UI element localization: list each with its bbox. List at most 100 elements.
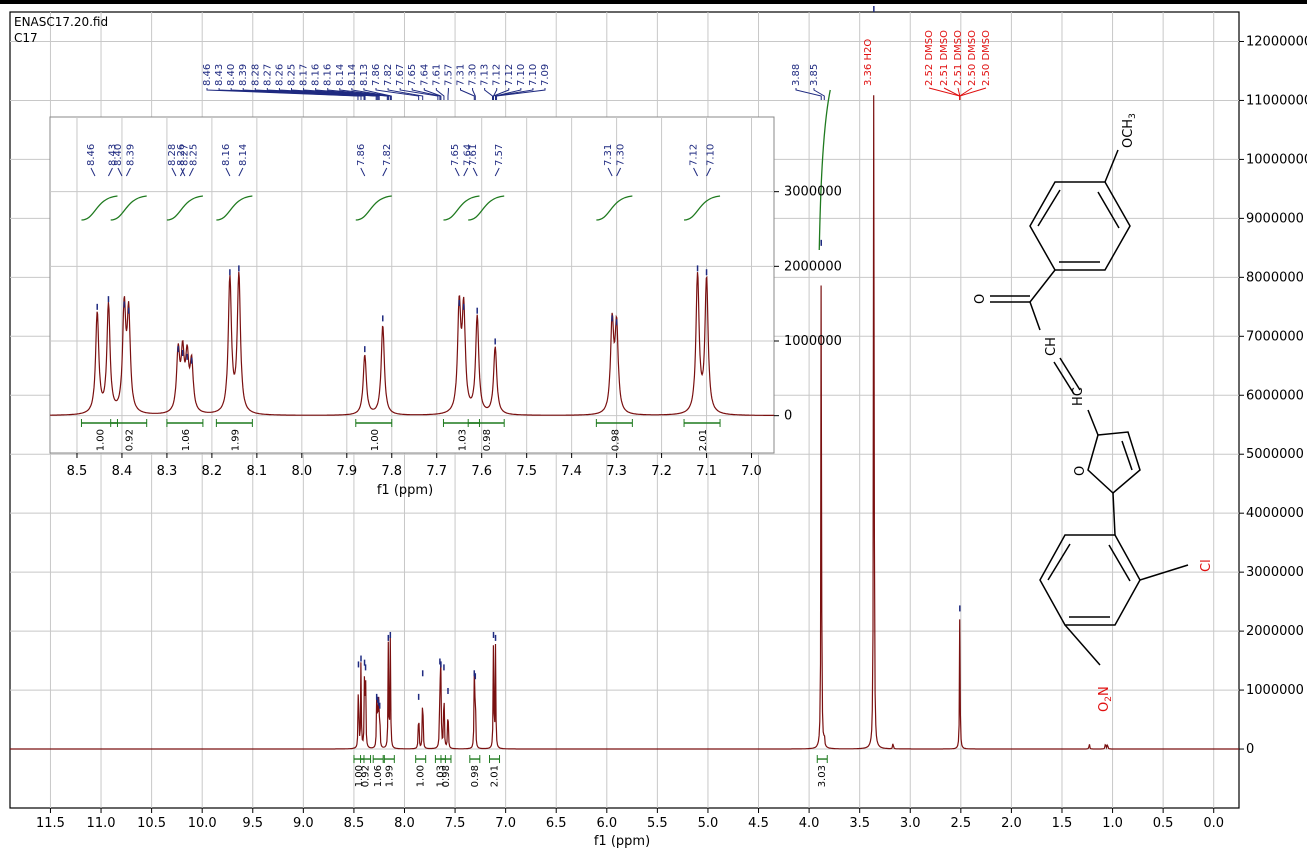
main-peak-leader bbox=[495, 88, 534, 100]
carbonyl-o-label: O bbox=[973, 294, 988, 304]
solvent-label: 2.51 DMSO bbox=[939, 30, 950, 86]
furan-double-1 bbox=[1121, 440, 1133, 471]
main-peak-label: 7.31 bbox=[456, 64, 467, 86]
main-y-tick-label: 6000000 bbox=[1246, 388, 1304, 403]
inset-peak-label: 7.65 bbox=[450, 144, 461, 166]
nitro-label: O2N bbox=[1097, 686, 1114, 712]
main-peak-label: 8.16 bbox=[323, 64, 334, 86]
ring-bot-double-1 bbox=[1108, 544, 1131, 582]
inset-peak-label: 7.61 bbox=[468, 144, 479, 166]
inset-peak-label: 8.40 bbox=[113, 144, 124, 166]
bond-c-ch bbox=[1029, 301, 1041, 331]
main-integral-value: 1.00 bbox=[416, 765, 427, 787]
inset-x-tick-label: 7.6 bbox=[471, 464, 492, 479]
bond-ome bbox=[1104, 149, 1119, 183]
inset-peak-leader bbox=[188, 167, 194, 177]
main-x-tick-label: 8.5 bbox=[344, 816, 365, 831]
inset-integral-value: 1.03 bbox=[457, 429, 468, 451]
inset-peak-leader bbox=[494, 167, 500, 177]
main-x-tick-label: 2.5 bbox=[950, 816, 971, 831]
main-x-tick-label: 7.0 bbox=[495, 816, 516, 831]
inset-integral-value: 0.92 bbox=[125, 429, 136, 451]
ring-bot-double-3 bbox=[1047, 543, 1071, 581]
inset-integral-curves bbox=[81, 195, 721, 221]
inset-integral-curve bbox=[216, 195, 253, 221]
inset-integral-value: 1.06 bbox=[181, 429, 192, 451]
main-y-tick-label: 10000000 bbox=[1246, 152, 1307, 167]
inset-integral-curve bbox=[166, 195, 203, 221]
main-x-tick-label: 9.0 bbox=[293, 816, 314, 831]
inset-peak-label: 7.86 bbox=[356, 144, 367, 166]
furan-o-label: O bbox=[1073, 466, 1088, 476]
inset-x-tick-label: 7.9 bbox=[336, 464, 357, 479]
main-peak-label: 8.26 bbox=[274, 64, 285, 86]
main-peak-label: 8.40 bbox=[226, 64, 237, 86]
inset-integral-value: 1.00 bbox=[95, 429, 106, 451]
inset-x-tick-label: 8.4 bbox=[112, 464, 133, 479]
main-peak-leader bbox=[423, 88, 442, 100]
main-peak-label: 7.12 bbox=[492, 64, 503, 86]
bond-hc-furan bbox=[1087, 409, 1099, 436]
main-integral-value: 1.06 bbox=[373, 765, 384, 787]
main-peak-label: 8.14 bbox=[335, 64, 346, 86]
main-peak-leader bbox=[813, 88, 825, 100]
ch-label: CH bbox=[1044, 337, 1059, 356]
inset-peak-label: 8.46 bbox=[86, 144, 97, 166]
inset-x-tick-label: 7.2 bbox=[651, 464, 672, 479]
inset-peak-label: 7.64 bbox=[463, 144, 474, 166]
inset-peak-label: 7.12 bbox=[689, 144, 700, 166]
inset-x-tick-label: 7.0 bbox=[741, 464, 762, 479]
inset-peak-leader bbox=[117, 167, 123, 177]
inset-x-tick-label: 8.1 bbox=[247, 464, 268, 479]
main-peak-leader bbox=[351, 88, 391, 100]
main-x-tick-label: 4.5 bbox=[748, 816, 769, 831]
main-peak-markers bbox=[357, 6, 961, 709]
inset-x-tick-label: 8.2 bbox=[202, 464, 223, 479]
inset-peak-leader bbox=[360, 167, 366, 177]
inset-integral-curve bbox=[355, 195, 392, 221]
inset-peak-label: 8.39 bbox=[125, 144, 136, 166]
main-peak-leader bbox=[375, 88, 420, 100]
main-x-tick-label: 11.0 bbox=[87, 816, 116, 831]
main-x-tick-label: 1.5 bbox=[1052, 816, 1073, 831]
bond-ch-hc-1 bbox=[1059, 357, 1081, 391]
main-x-tick-label: 6.0 bbox=[596, 816, 617, 831]
inset-peak-label: 7.57 bbox=[494, 144, 505, 166]
main-x-tick-label: 10.0 bbox=[188, 816, 217, 831]
main-peak-label: 3.85 bbox=[809, 64, 820, 86]
main-x-tick-label: 3.0 bbox=[900, 816, 921, 831]
sample-name: C17 bbox=[14, 31, 38, 45]
main-integrals: 1.000.92 1.06 1.99 1.00 1.030.98 0.98 2.01 3.03 bbox=[353, 755, 828, 787]
main-x-tick-label: 5.0 bbox=[698, 816, 719, 831]
main-y-tick-label: 5000000 bbox=[1246, 447, 1304, 462]
main-integral-value: 1.99 bbox=[384, 765, 395, 787]
main-y-axis: 1200000011000000100000009000000800000070… bbox=[1239, 34, 1307, 757]
solvent-leader bbox=[959, 87, 987, 100]
inset-integral-value: 1.00 bbox=[370, 429, 381, 451]
main-x-axis: 11.5 11.0 10.5 10.0 9.5 9.0 8.5 8.0 7.5 7.0 6.5 6.0… bbox=[36, 808, 1224, 831]
main-peak-leader bbox=[484, 88, 493, 100]
main-peak-label: 7.67 bbox=[395, 64, 406, 86]
main-peak-label: 7.13 bbox=[480, 64, 491, 86]
main-peak-label: 8.28 bbox=[250, 64, 261, 86]
main-y-tick-label: 1000000 bbox=[1246, 683, 1304, 698]
inset-peak-leader bbox=[693, 167, 699, 177]
main-integral-value: 1.03 bbox=[435, 765, 446, 787]
main-peak-labels: 8.46 8.43 8.40 8.39 8.28 8.27 8.26 8.25 8.17 8.16… bbox=[202, 64, 825, 100]
main-spectrum-line bbox=[10, 95, 1239, 750]
inset-integral-value: 0.98 bbox=[610, 429, 621, 451]
inset-peak-leader bbox=[108, 167, 113, 177]
inset-x-tick-label: 7.3 bbox=[606, 464, 627, 479]
main-integral-curve bbox=[818, 89, 831, 251]
main-peak-label: 8.17 bbox=[299, 64, 310, 86]
inset-x-tick-label: 7.4 bbox=[561, 464, 582, 479]
inset-peak-markers bbox=[96, 265, 708, 364]
bond-ch-hc-2 bbox=[1053, 361, 1075, 395]
main-peak-label: 7.57 bbox=[443, 64, 454, 86]
main-peak-label: 7.86 bbox=[371, 64, 382, 86]
inset-peak-label: 8.26 bbox=[176, 144, 187, 166]
inset-peak-leader bbox=[463, 167, 469, 177]
main-peak-label: 7.82 bbox=[383, 64, 394, 86]
solvent-label: 2.50 DMSO bbox=[967, 30, 978, 86]
